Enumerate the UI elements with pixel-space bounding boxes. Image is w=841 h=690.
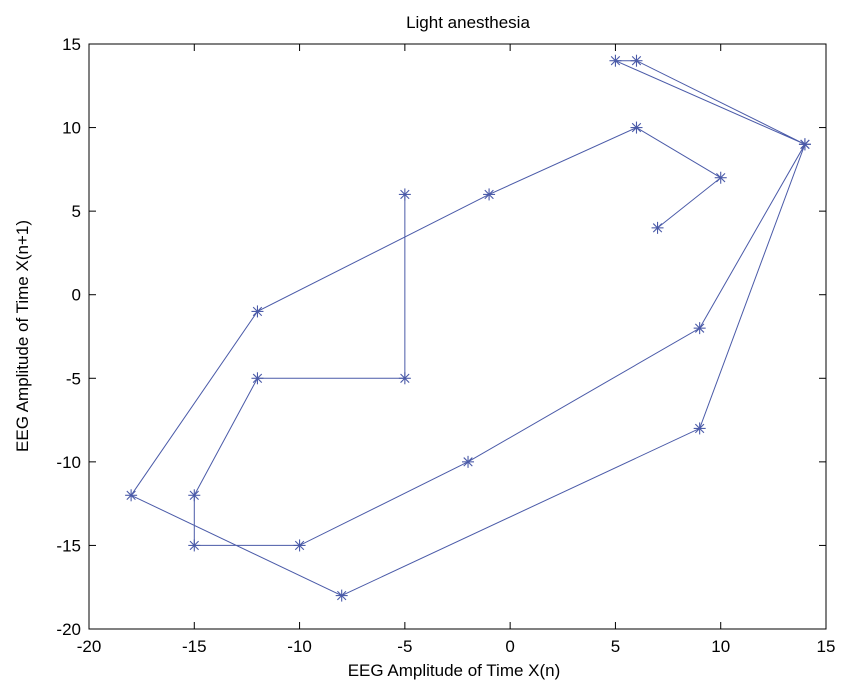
data-point-marker xyxy=(651,221,664,234)
series-group xyxy=(125,54,811,602)
data-point-marker xyxy=(693,422,706,435)
y-axis-label: EEG Amplitude of Time X(n+1) xyxy=(13,220,32,452)
chart-title: Light anesthesia xyxy=(406,13,530,32)
data-point-marker xyxy=(693,322,706,335)
x-axis-label: EEG Amplitude of Time X(n) xyxy=(348,661,561,680)
data-point-marker xyxy=(483,188,496,201)
y-tick-label: -15 xyxy=(56,536,81,555)
x-tick-label: 5 xyxy=(611,637,620,656)
data-point-marker xyxy=(188,539,201,552)
data-point-marker xyxy=(251,372,264,385)
series-line xyxy=(130,60,806,597)
data-point-marker xyxy=(251,305,264,318)
y-tick-label: 0 xyxy=(72,286,81,305)
data-point-marker xyxy=(462,455,475,468)
axis-tick-labels: -20 -15 -10 -5 0 5 10 15 -20 -15 -10 -5 0 5 10 15 xyxy=(56,35,835,656)
x-tick-label: -15 xyxy=(182,637,207,656)
x-tick-label: 0 xyxy=(505,637,514,656)
y-tick-label: 15 xyxy=(62,35,81,54)
x-tick-label: 10 xyxy=(711,637,730,656)
x-tick-label: -5 xyxy=(397,637,412,656)
plot-area xyxy=(88,43,827,630)
y-tick-label: 5 xyxy=(72,202,81,221)
data-point-marker xyxy=(188,489,201,502)
y-tick-label: 10 xyxy=(62,119,81,138)
data-point-marker xyxy=(630,121,643,134)
y-tick-label: -10 xyxy=(56,453,81,472)
y-tick-label: -5 xyxy=(66,369,81,388)
data-point-marker xyxy=(398,372,411,385)
x-tick-label: -10 xyxy=(287,637,312,656)
data-point-marker xyxy=(798,138,811,151)
axis-ticks xyxy=(88,43,827,630)
x-tick-label: 15 xyxy=(817,637,836,656)
x-tick-label: -20 xyxy=(77,637,102,656)
data-point-marker xyxy=(714,171,727,184)
y-tick-label: -20 xyxy=(56,620,81,639)
data-point-marker xyxy=(398,188,411,201)
data-point-marker xyxy=(335,589,348,602)
data-point-marker xyxy=(125,489,138,502)
data-point-marker xyxy=(630,54,643,67)
data-point-marker xyxy=(609,54,622,67)
data-point-marker xyxy=(293,539,306,552)
